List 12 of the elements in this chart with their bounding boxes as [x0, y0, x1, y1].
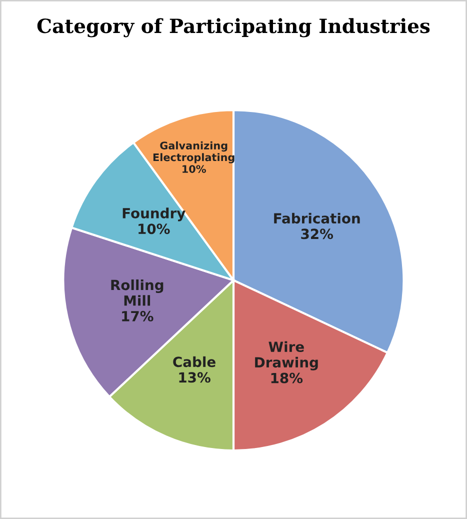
- data-label: 10%: [182, 165, 206, 173]
- data-label: 10%: [138, 224, 170, 234]
- slice-label: Cable: [173, 356, 216, 368]
- data-label: 32%: [301, 228, 334, 240]
- data-label: 13%: [179, 372, 210, 383]
- slice-label: Fabrication: [274, 212, 360, 224]
- chart-title: Category of Participating Industries: [37, 18, 430, 38]
- slice-label: Rolling Mill: [111, 279, 164, 306]
- slice-label: Wire Drawing: [255, 341, 318, 370]
- slice-label: Foundry: [122, 208, 186, 222]
- data-label: 17%: [122, 310, 154, 322]
- data-label: 18%: [271, 372, 303, 384]
